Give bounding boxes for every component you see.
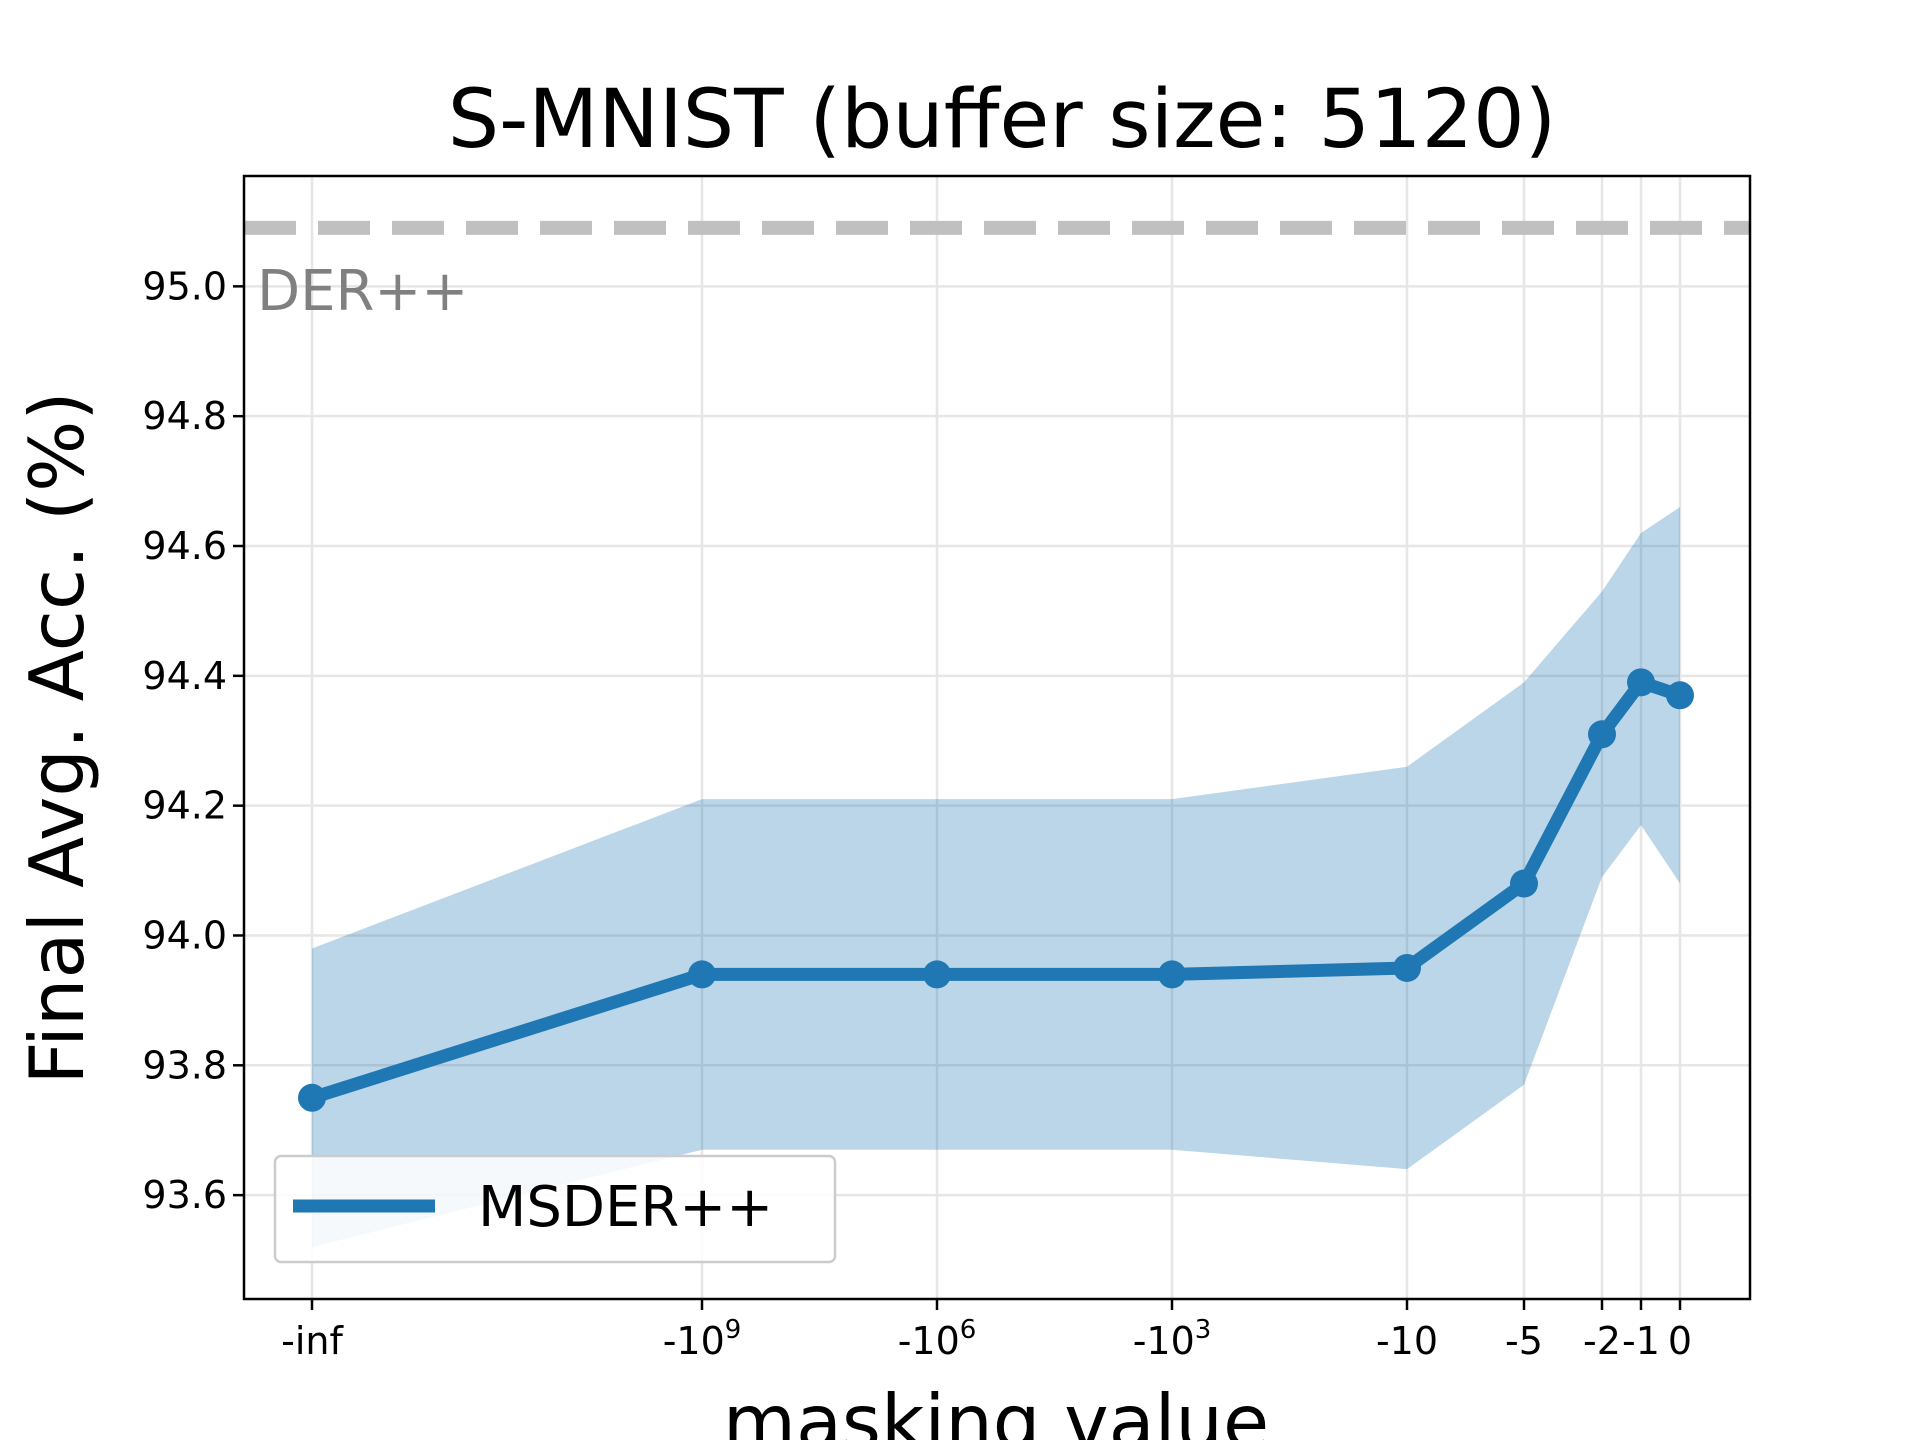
- data-point: [1393, 953, 1421, 982]
- data-point: [298, 1083, 326, 1112]
- y-tick-label: 94.2: [142, 784, 227, 828]
- data-point: [688, 960, 716, 989]
- data-point: [1627, 668, 1655, 697]
- x-tick-label: -10: [1376, 1319, 1438, 1363]
- data-point: [1158, 960, 1186, 989]
- x-tick-label: -2: [1583, 1319, 1621, 1363]
- x-tick-label: -5: [1505, 1319, 1543, 1363]
- y-tick-label: 93.8: [142, 1043, 227, 1087]
- error-band-layer: [312, 507, 1680, 1248]
- x-axis-label: masking value: [723, 1378, 1269, 1440]
- y-tick-label: 94.6: [142, 524, 227, 568]
- plot-frame: [242, 174, 1752, 1301]
- data-point: [923, 960, 951, 989]
- data-point: [1588, 720, 1616, 749]
- error-band: [312, 507, 1680, 1248]
- chart-title: S-MNIST (buffer size: 5120): [448, 73, 1557, 167]
- legend: MSDER++: [273, 1154, 837, 1264]
- x-tick-label: 0: [1668, 1319, 1692, 1363]
- ticks: -inf -109 -106 -103 -10 -5 -2 -1 093.693.894.094…: [142, 264, 1692, 1363]
- y-tick-label: 94.0: [142, 913, 227, 957]
- reference-line-layer: DER++: [244, 220, 1750, 324]
- reference-line-label: DER++: [257, 259, 468, 324]
- x-tick-label: -106: [898, 1315, 977, 1363]
- y-axis-label: Final Avg. Acc. (%): [13, 391, 101, 1084]
- y-tick-label: 93.6: [142, 1173, 227, 1217]
- legend-label: MSDER++: [478, 1175, 773, 1240]
- x-tick-label: -103: [1133, 1315, 1212, 1363]
- y-tick-label: 95.0: [142, 264, 227, 308]
- y-tick-label: 94.4: [142, 654, 227, 698]
- x-tick-label: -109: [663, 1315, 742, 1363]
- data-point: [1510, 869, 1538, 898]
- grid: [244, 176, 1750, 1299]
- data-point: [1666, 681, 1694, 710]
- x-tick-label: -1: [1622, 1319, 1660, 1363]
- x-tick-label: -inf: [281, 1319, 344, 1363]
- y-tick-label: 94.8: [142, 394, 227, 438]
- series-layer: [298, 668, 1694, 1112]
- legend-box: [273, 1154, 837, 1264]
